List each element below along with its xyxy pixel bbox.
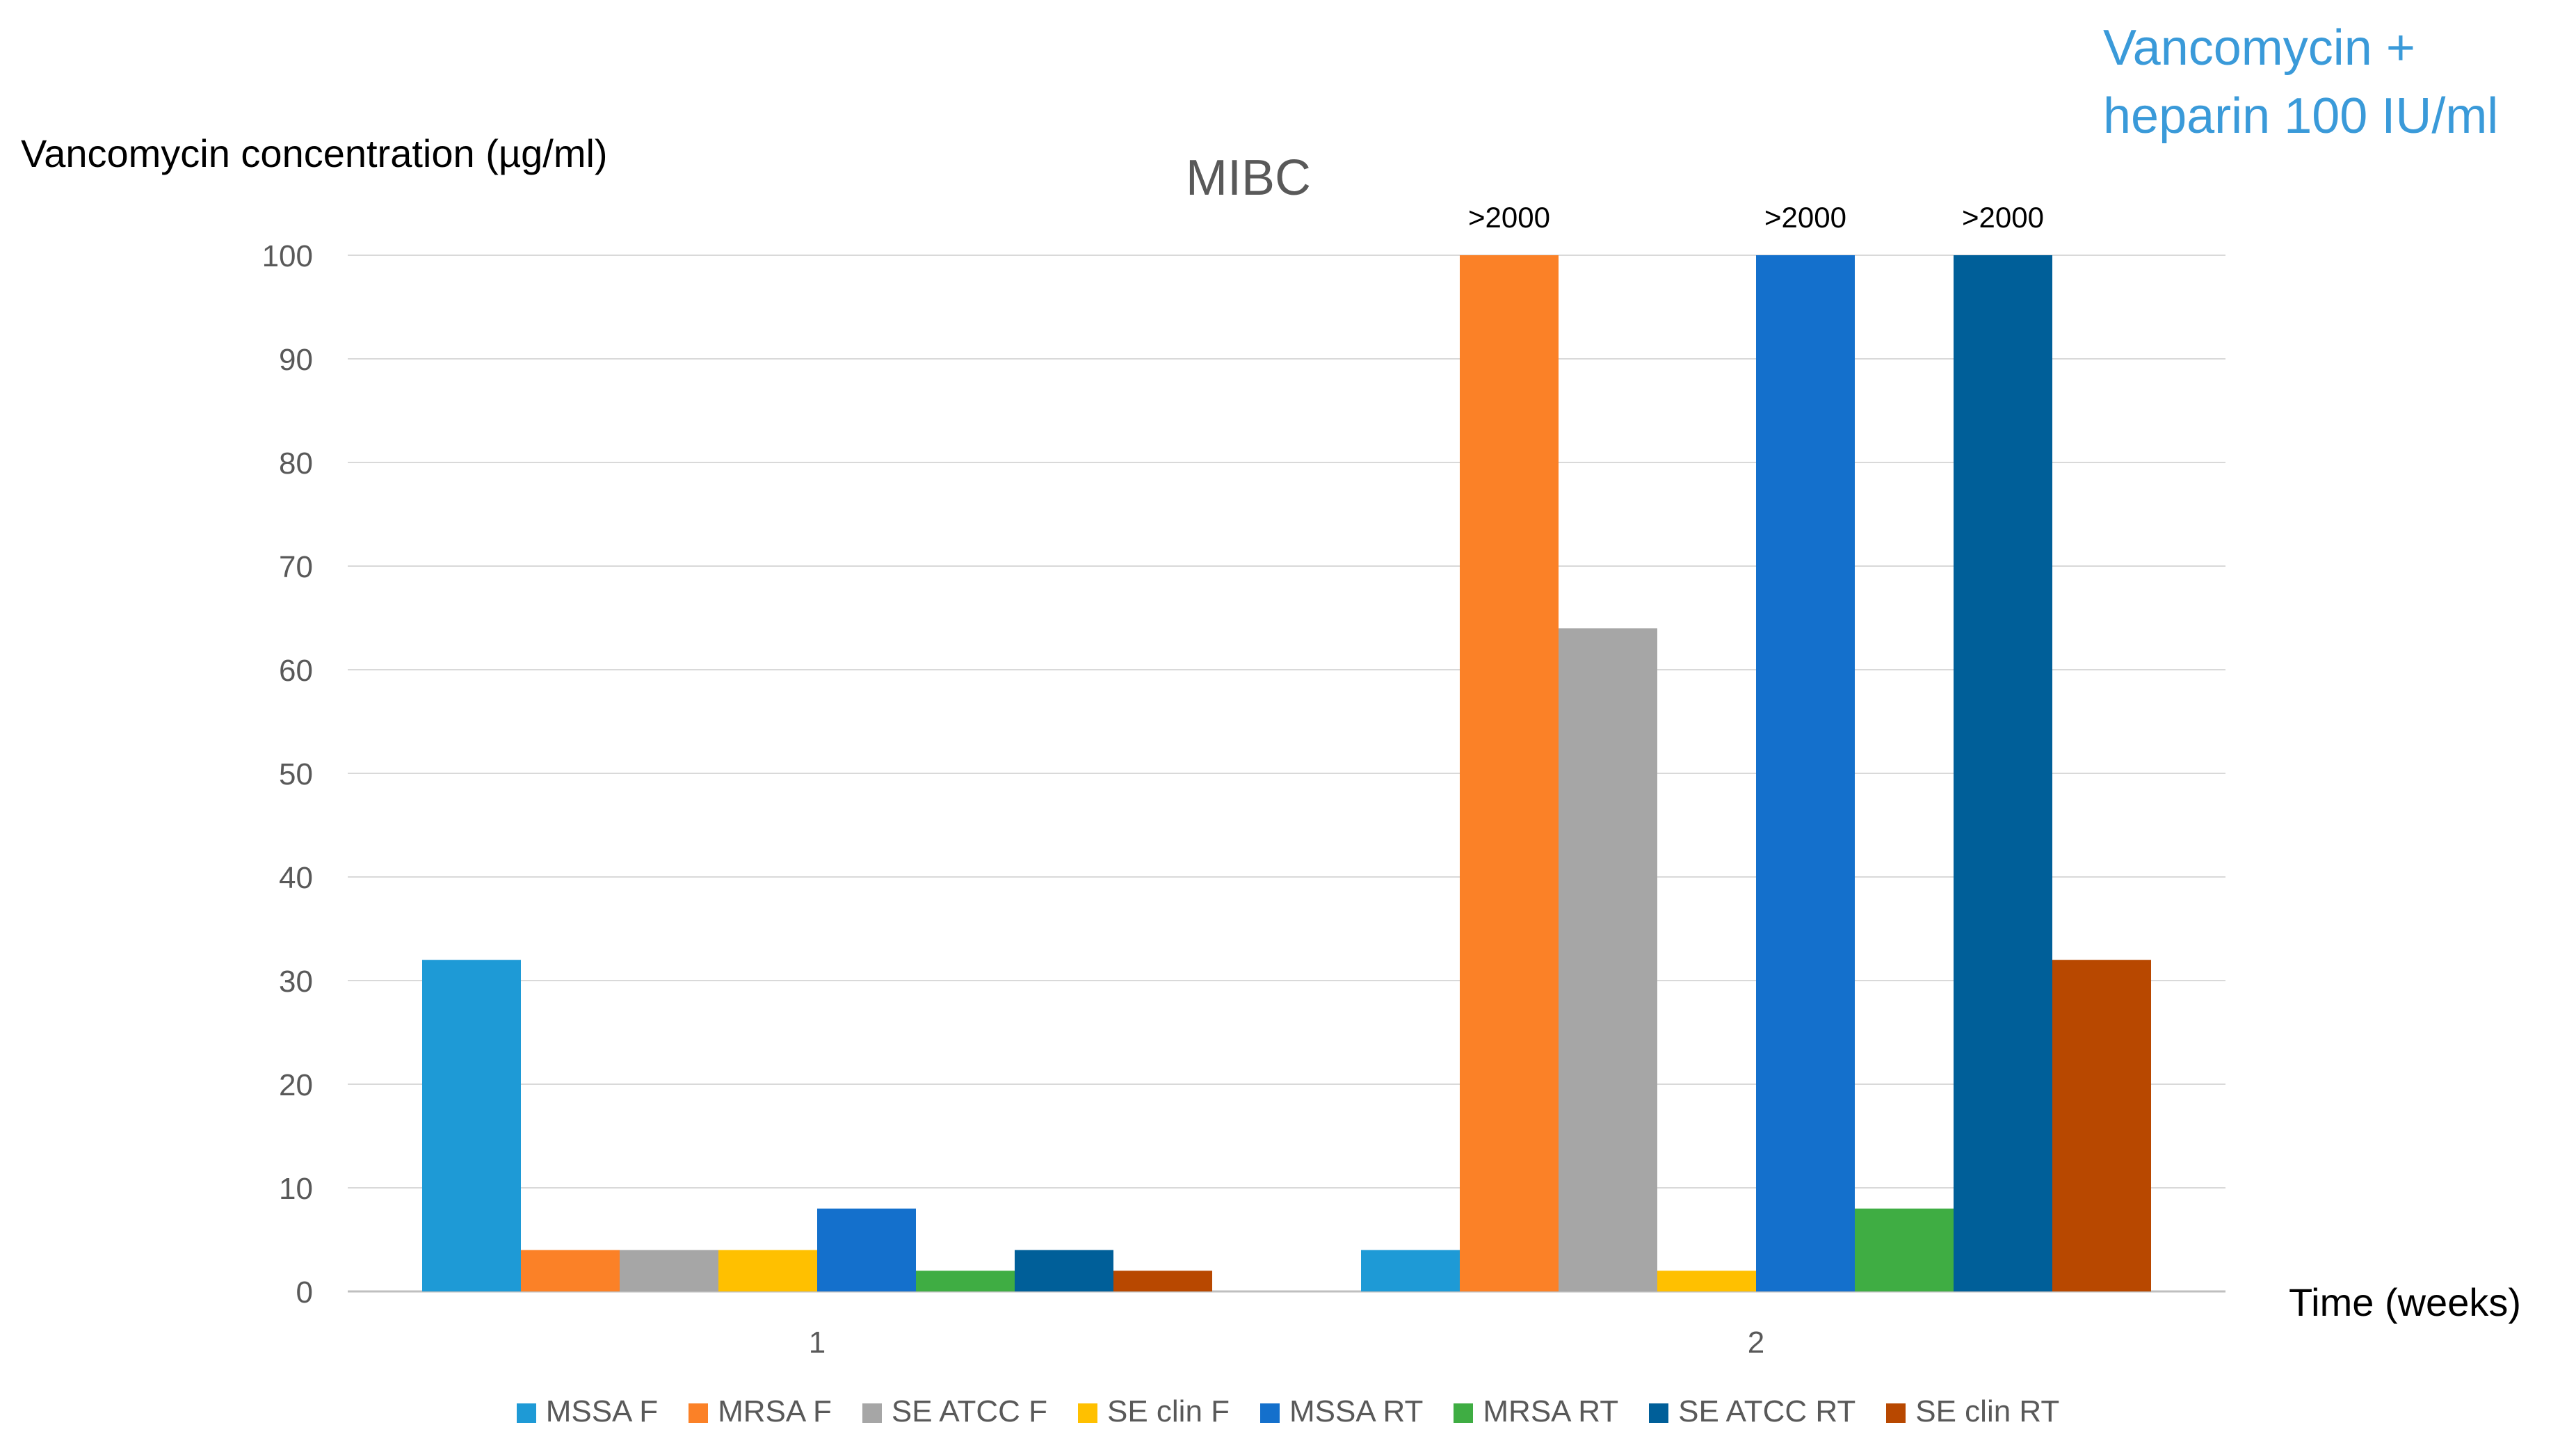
legend-swatch — [862, 1403, 882, 1423]
y-tick-label: 0 — [296, 1275, 313, 1310]
legend-swatch — [689, 1403, 709, 1423]
y-tick-label: 80 — [279, 446, 313, 481]
bar — [1361, 1250, 1460, 1291]
legend: MSSA F MRSA F SE ATCC F SE clin F MSSA RT MRS… — [0, 1394, 2576, 1429]
legend-label: SE ATCC RT — [1678, 1394, 1856, 1428]
gridlines — [348, 255, 2225, 1293]
y-tick-label: 90 — [279, 343, 313, 377]
bar — [1460, 255, 1559, 1291]
legend-swatch — [1077, 1403, 1097, 1423]
bar — [1954, 255, 2052, 1291]
data-label: >2000 — [1764, 201, 1846, 234]
legend-entry: MRSA F — [689, 1394, 832, 1429]
legend-entry: MSSA F — [516, 1394, 659, 1429]
bar — [817, 1208, 916, 1291]
treatment-note: Vancomycin + heparin 100 IU/ml — [2103, 20, 2499, 144]
legend-swatch — [1886, 1403, 1906, 1423]
bar — [1559, 628, 1657, 1291]
x-tick-label: 2 — [1748, 1326, 1764, 1360]
bar — [422, 960, 521, 1291]
bar — [1113, 1271, 1212, 1291]
y-tick-label: 100 — [262, 239, 313, 273]
y-tick-label: 20 — [279, 1068, 313, 1102]
legend-label: MRSA F — [718, 1394, 832, 1428]
legend-swatch — [1649, 1403, 1669, 1423]
y-tick-label: 60 — [279, 654, 313, 688]
legend-label: MSSA RT — [1289, 1394, 1424, 1428]
legend-label: SE clin F — [1106, 1394, 1230, 1428]
legend-entry: SE clin F — [1077, 1394, 1230, 1429]
bar — [1855, 1208, 1954, 1291]
bar — [718, 1250, 817, 1291]
data-label: >2000 — [1468, 201, 1550, 234]
legend-label: SE clin RT — [1915, 1394, 2060, 1428]
x-tick-label: 1 — [809, 1326, 826, 1360]
legend-swatch — [1260, 1403, 1280, 1423]
legend-entry: SE ATCC RT — [1649, 1394, 1855, 1429]
bar — [620, 1250, 718, 1291]
axis-ticks: 0 10 20 30 40 50 60 70 80 90 100 1 2 — [262, 239, 1765, 1360]
y-tick-label: 10 — [279, 1172, 313, 1206]
x-axis-label: Time (weeks) — [2289, 1280, 2521, 1324]
data-labels: >2000 >2000 >2000 — [1468, 201, 2044, 234]
bar — [521, 1250, 620, 1291]
data-label: >2000 — [1962, 201, 2044, 234]
bar — [1015, 1250, 1113, 1291]
y-tick-label: 50 — [279, 757, 313, 791]
bar — [2052, 960, 2151, 1291]
y-tick-label: 40 — [279, 861, 313, 895]
y-axis-label: Vancomycin concentration (µg/ml) — [21, 131, 608, 175]
bars — [422, 255, 2151, 1291]
bar — [1756, 255, 1855, 1291]
legend-entry: SE ATCC F — [862, 1394, 1047, 1429]
chart-title: MIBC — [1186, 150, 1311, 206]
legend-label: MRSA RT — [1483, 1394, 1619, 1428]
y-tick-label: 70 — [279, 550, 313, 584]
legend-swatch — [1454, 1403, 1474, 1423]
legend-label: MSSA F — [545, 1394, 659, 1428]
legend-entry: SE clin RT — [1886, 1394, 2059, 1429]
legend-swatch — [516, 1403, 536, 1423]
legend-label: SE ATCC F — [891, 1394, 1047, 1428]
legend-entry: MRSA RT — [1454, 1394, 1618, 1429]
bar — [916, 1271, 1015, 1291]
bar — [1657, 1271, 1756, 1291]
legend-entry: MSSA RT — [1260, 1394, 1423, 1429]
y-tick-label: 30 — [279, 965, 313, 999]
